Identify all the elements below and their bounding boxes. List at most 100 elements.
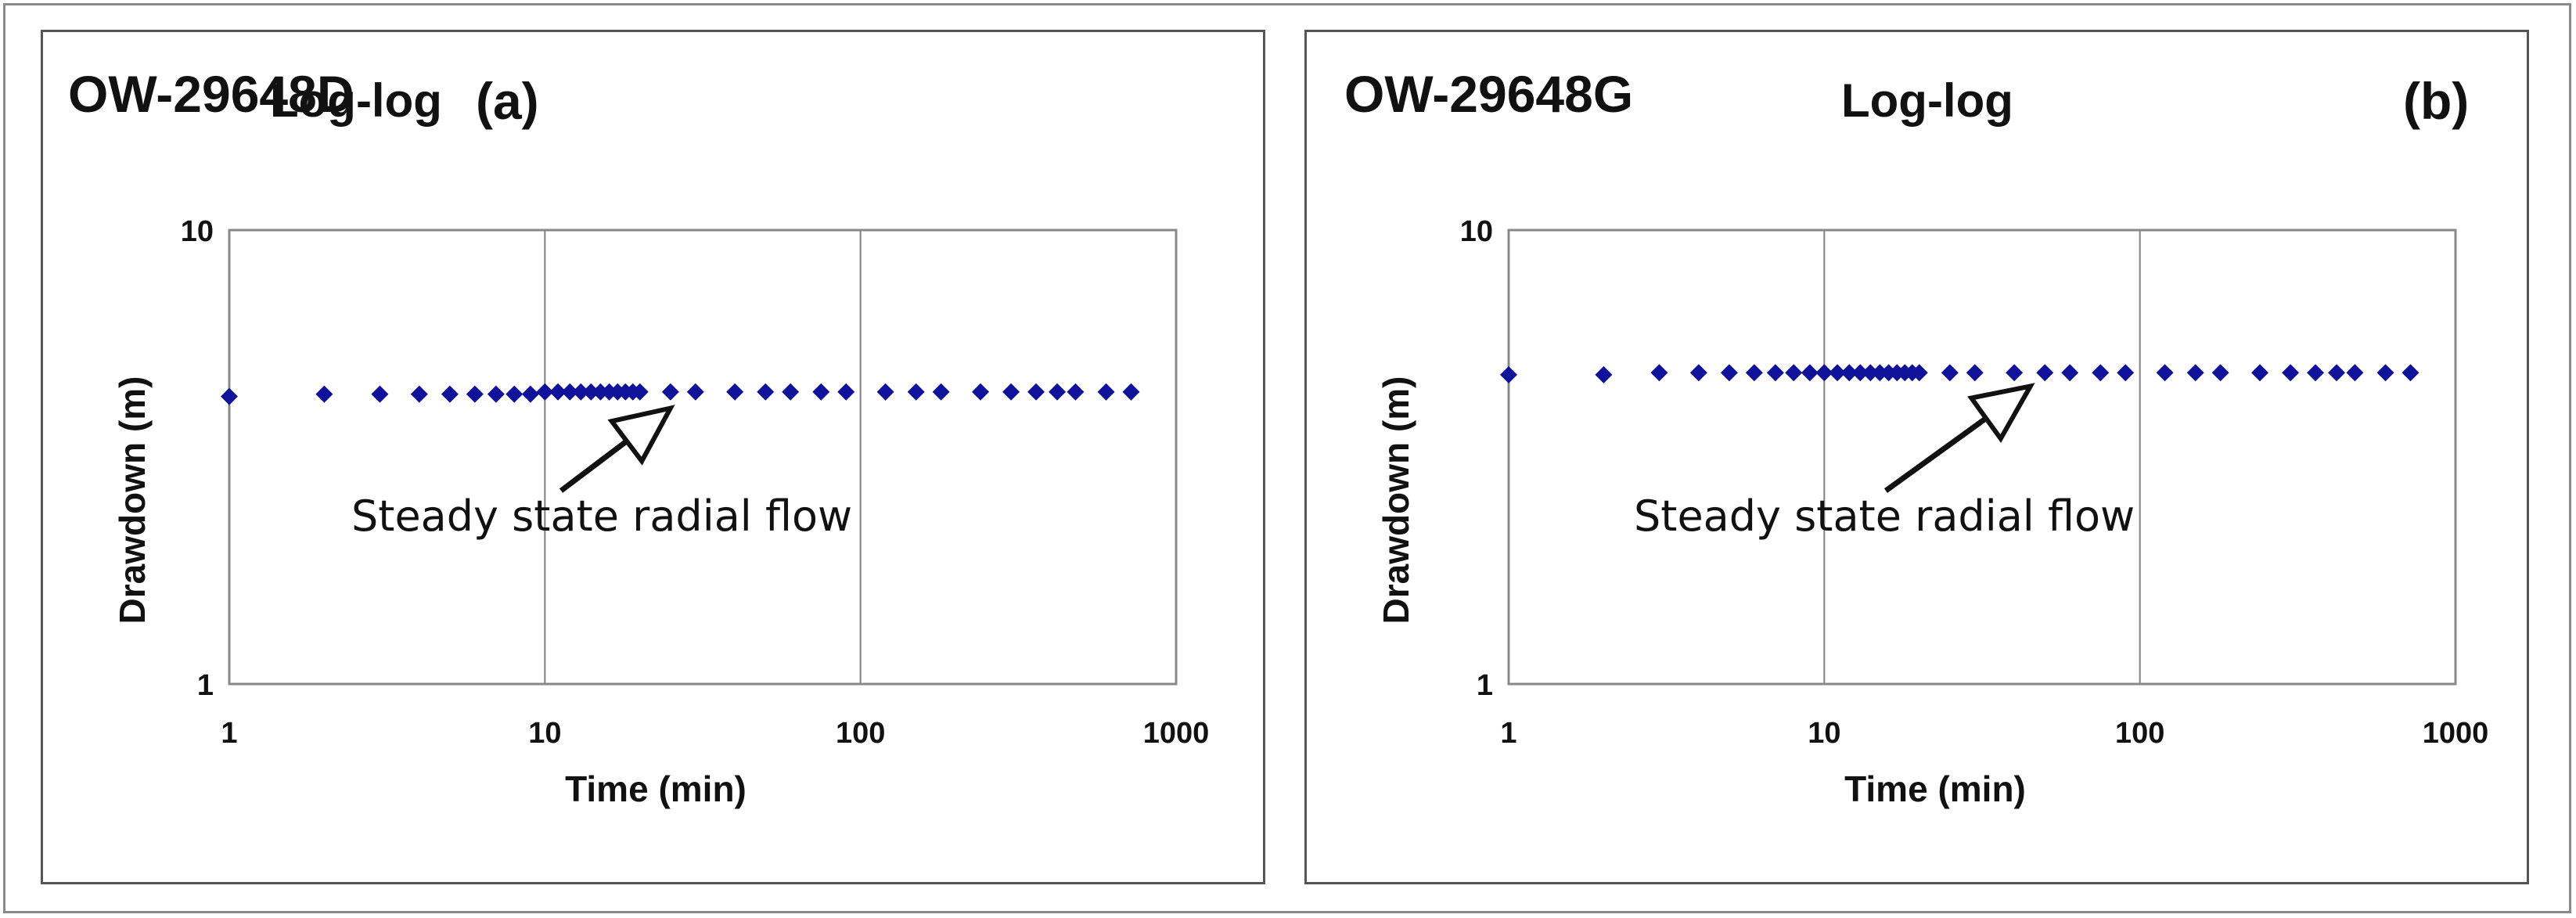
data-point: [726, 383, 744, 401]
data-point: [1097, 383, 1115, 401]
chart-panel-b: OW-29648G Log-log (b) 1 10 100 1000 1 10…: [1304, 30, 2529, 884]
plot-area: [1507, 229, 2457, 686]
data-point: [441, 385, 459, 403]
y-tick-label: 1: [197, 669, 214, 702]
panel-tag: (b): [2403, 72, 2469, 130]
data-point: [1910, 364, 1928, 382]
data-point: [2061, 364, 2079, 382]
data-point: [2006, 364, 2024, 382]
data-point: [1650, 364, 1668, 382]
y-axis-title: Drawdown (m): [112, 376, 153, 625]
data-point: [371, 385, 389, 403]
data-point: [1815, 364, 1833, 382]
data-point: [1027, 383, 1045, 401]
data-point: [315, 385, 333, 403]
panel-tag: (a): [476, 72, 539, 130]
arrow-shaft: [1883, 416, 1988, 493]
x-tick-label: 100: [2115, 717, 2164, 750]
x-tick-label: 1: [1500, 717, 1516, 750]
data-point: [837, 383, 855, 401]
data-point: [2036, 364, 2054, 382]
chart-svg-a: OW-29648D Log-log (a) 1 10 100 1000 1 10…: [68, 65, 1210, 809]
data-point: [1766, 364, 1784, 382]
data-point: [2251, 364, 2269, 382]
data-point: [1941, 364, 1959, 382]
arrow-head: [607, 405, 675, 466]
data-point: [661, 383, 679, 401]
well-label: OW-29648G: [1344, 65, 1633, 123]
data-point: [549, 383, 567, 401]
data-point: [592, 383, 610, 401]
data-point: [932, 383, 950, 401]
x-tick-label: 1: [221, 717, 237, 750]
chart-type-label: Log-log: [270, 74, 442, 127]
gridlines: [544, 230, 862, 684]
data-point: [221, 387, 238, 405]
x-axis-title: Time (min): [565, 769, 747, 809]
y-tick-label: 10: [181, 215, 214, 248]
arrow-head: [1967, 383, 2035, 443]
x-tick-label: 1000: [1143, 717, 1210, 750]
data-point: [2092, 364, 2110, 382]
annotation-text: Steady state radial flow: [1634, 491, 2135, 541]
data-point: [1689, 364, 1707, 382]
gridlines: [1823, 230, 2141, 684]
data-point: [2117, 364, 2135, 382]
data-point: [1840, 364, 1858, 382]
data-point: [876, 383, 894, 401]
data-point: [907, 383, 925, 401]
arrow-shaft: [559, 438, 629, 493]
annotation-arrow: [559, 405, 675, 493]
data-point: [1500, 365, 1517, 383]
data-point: [572, 383, 590, 401]
data-point: [1002, 383, 1020, 401]
x-axis-title: Time (min): [1844, 769, 2026, 809]
data-point: [2376, 364, 2394, 382]
data-point: [2186, 364, 2204, 382]
y-axis-title: Drawdown (m): [1376, 376, 1416, 625]
chart-panel-a: OW-29648D Log-log (a) 1 10 100 1000 1 10…: [41, 30, 1265, 884]
annotation-text: Steady state radial flow: [351, 491, 852, 541]
data-point: [2402, 364, 2419, 382]
data-point: [1595, 365, 1613, 383]
data-point: [561, 383, 579, 401]
data-point: [1829, 364, 1847, 382]
data-point: [2156, 364, 2174, 382]
x-tick-label: 10: [1808, 717, 1840, 750]
data-point: [2307, 364, 2325, 382]
data-point: [410, 385, 428, 403]
chart-type-label: Log-log: [1841, 74, 2013, 127]
data-point: [1871, 364, 1889, 382]
data-point: [1851, 364, 1869, 382]
well-label: OW-29648D: [68, 65, 354, 123]
y-tick-label: 1: [1477, 669, 1493, 702]
data-markers: [1500, 364, 2419, 383]
data-point: [972, 383, 990, 401]
data-point: [487, 385, 505, 403]
data-point: [757, 383, 775, 401]
data-point: [536, 383, 554, 401]
data-point: [582, 383, 600, 401]
data-point: [1801, 364, 1819, 382]
data-point: [686, 383, 704, 401]
data-point: [466, 385, 484, 403]
data-point: [1049, 383, 1067, 401]
chart-svg-b: OW-29648G Log-log (b) 1 10 100 1000 1 10…: [1344, 65, 2489, 809]
figure-frame: [3, 3, 2571, 913]
data-point: [812, 383, 830, 401]
data-point: [1122, 383, 1140, 401]
data-markers: [221, 383, 1140, 405]
x-tick-label: 100: [836, 717, 885, 750]
data-point: [2328, 364, 2346, 382]
data-point: [1862, 364, 1880, 382]
data-point: [1966, 364, 1984, 382]
data-point: [1720, 364, 1738, 382]
x-tick-label: 1000: [2423, 717, 2489, 750]
data-point: [2282, 364, 2300, 382]
data-point: [1785, 364, 1803, 382]
data-point: [505, 385, 523, 403]
y-tick-label: 10: [1460, 215, 1493, 248]
data-point: [631, 383, 649, 401]
data-point: [2346, 364, 2364, 382]
annotation-arrow: [1883, 383, 2035, 493]
